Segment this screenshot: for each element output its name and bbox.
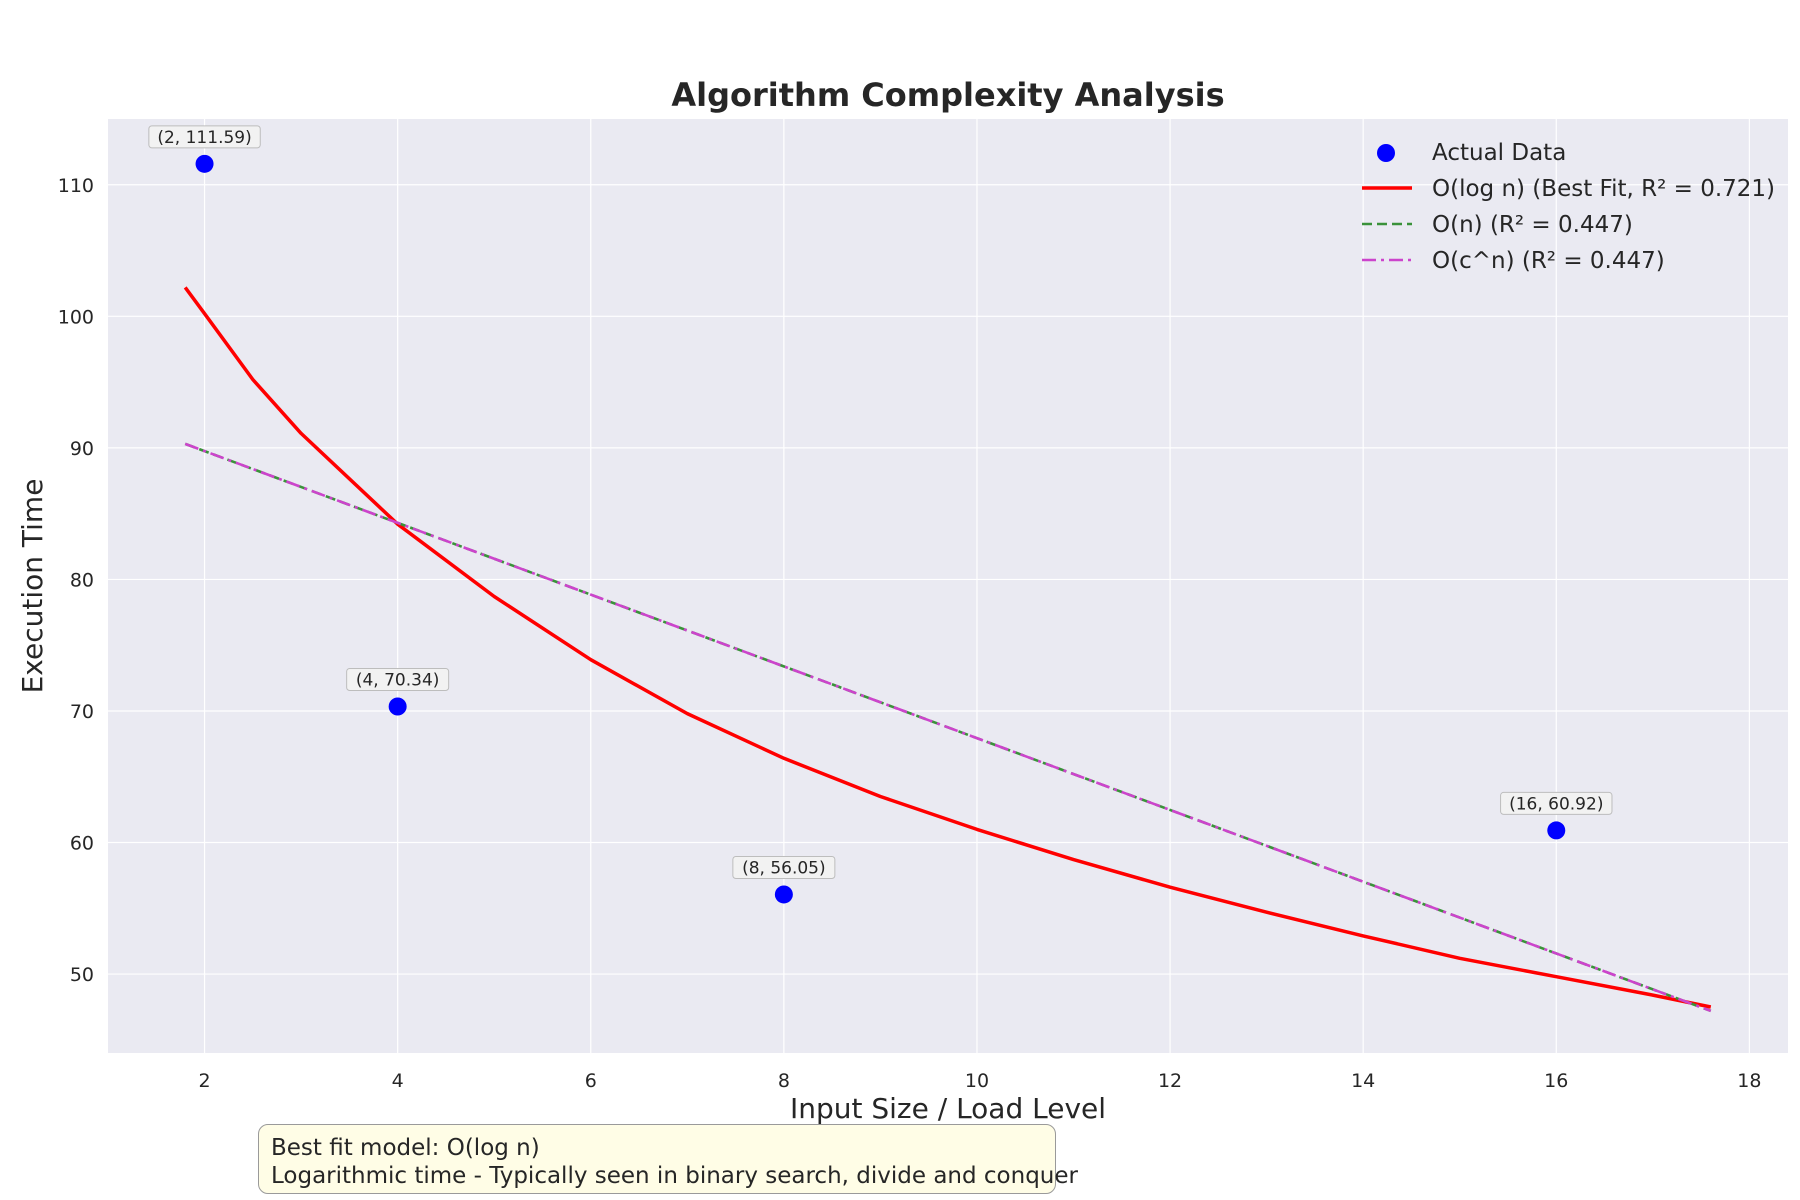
data-point-label: (2, 111.59): [157, 128, 251, 148]
data-point-annotation: (8, 56.05): [732, 855, 836, 879]
data-point: [1547, 821, 1566, 840]
best-fit-note-line2: Logarithmic time - Typically seen in bin…: [271, 1163, 1078, 1189]
y-axis-label: Execution Time: [16, 479, 49, 694]
x-tick-label: 2: [199, 1070, 211, 1092]
data-point-label-box: [346, 667, 450, 691]
y-tick-label: 110: [58, 175, 94, 197]
x-tick-label: 12: [1158, 1070, 1182, 1092]
x-tick-label: 8: [778, 1070, 790, 1092]
data-point: [195, 154, 214, 173]
y-tick-label: 60: [70, 833, 94, 855]
y-tick-label: 50: [70, 964, 94, 986]
legend-label: O(n) (R² = 0.447): [1432, 212, 1633, 238]
y-tick-label: 80: [70, 569, 94, 591]
data-point-label-box: [148, 125, 261, 149]
data-point-label: (16, 60.92): [1509, 794, 1603, 814]
y-tick-label: 90: [70, 438, 94, 460]
x-tick-label: 6: [585, 1070, 597, 1092]
x-axis-label: Input Size / Load Level: [790, 1092, 1106, 1125]
best-fit-note: Best fit model: O(log n) Logarithmic tim…: [258, 1124, 1078, 1194]
x-tick-label: 18: [1737, 1070, 1761, 1092]
data-point-label-box: [1500, 791, 1613, 815]
y-tick-label: 70: [70, 701, 94, 723]
data-point-annotation: (4, 70.34): [346, 667, 450, 691]
best-fit-note-line1: Best fit model: O(log n): [271, 1135, 540, 1161]
x-tick-label: 10: [965, 1070, 989, 1092]
chart-title: Algorithm Complexity Analysis: [671, 76, 1224, 114]
data-point-label: (4, 70.34): [356, 670, 440, 690]
series-line-1: [183, 286, 1712, 1009]
y-tick-label: 100: [58, 306, 94, 328]
x-tick-label: 16: [1544, 1070, 1568, 1092]
legend: Actual Data O(log n) (Best Fit, R² = 0.72…: [1362, 140, 1775, 274]
x-tick-label: 14: [1351, 1070, 1375, 1092]
plot-area: [108, 119, 1788, 1053]
series-line-3: [184, 442, 1712, 1013]
data-point-annotation: (2, 111.59): [148, 125, 261, 149]
legend-marker: [1377, 144, 1395, 162]
x-tick-label: 4: [392, 1070, 404, 1092]
legend-label: Actual Data: [1432, 140, 1566, 166]
data-point: [388, 697, 407, 716]
legend-label: O(c^n) (R² = 0.447): [1432, 248, 1665, 274]
data-point-label-box: [732, 855, 836, 879]
data-point-annotation: (16, 60.92): [1500, 791, 1613, 815]
legend-label: O(log n) (Best Fit, R² = 0.721): [1432, 176, 1775, 202]
data-point: [774, 885, 793, 904]
data-point-label: (8, 56.05): [742, 858, 826, 878]
